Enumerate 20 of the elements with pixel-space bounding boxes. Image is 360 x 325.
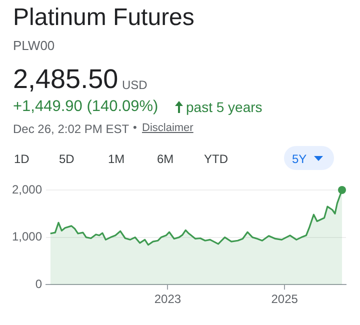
y-tick-label: 1,000 bbox=[12, 230, 42, 244]
text: YTD bbox=[204, 152, 228, 166]
text: Dec 26, 2:02 PM EST bbox=[13, 122, 130, 136]
y-tick-label: 0 bbox=[35, 276, 42, 291]
text: 2,485.50 bbox=[13, 64, 118, 95]
text: 5D bbox=[59, 152, 74, 166]
y-tick-label: 2,000 bbox=[12, 182, 42, 196]
text: 1M bbox=[108, 152, 125, 166]
text: 6M bbox=[157, 152, 174, 166]
x-tick-label: 2025 bbox=[271, 292, 298, 306]
text: +1,449.90 (140.09%) bbox=[13, 98, 158, 116]
chart-subtitle: PLW00 bbox=[13, 38, 55, 53]
text: past 5 years bbox=[186, 99, 262, 115]
text: Disclaimer bbox=[142, 122, 194, 134]
x-tick-label: 2023 bbox=[154, 292, 182, 306]
text: 5Y bbox=[292, 152, 307, 166]
chart-title: Platinum Futures bbox=[13, 4, 194, 32]
text: • bbox=[133, 122, 137, 134]
text: 1D bbox=[14, 152, 30, 166]
text: USD bbox=[122, 78, 148, 92]
